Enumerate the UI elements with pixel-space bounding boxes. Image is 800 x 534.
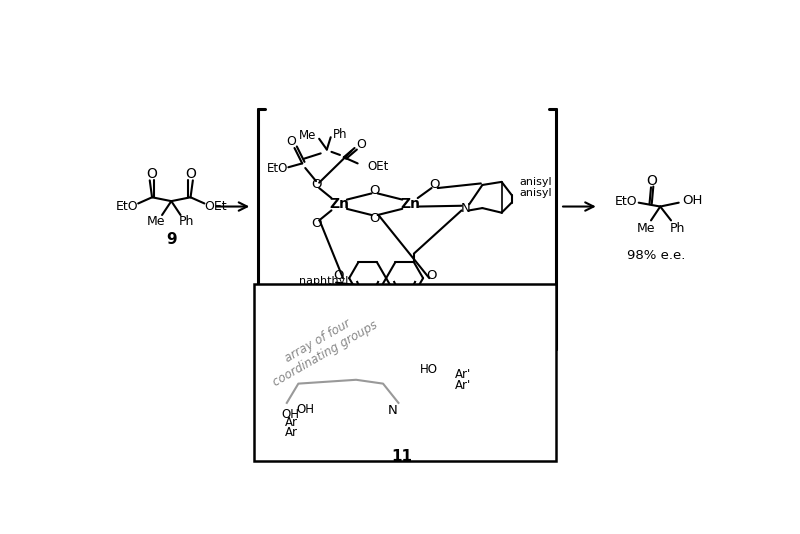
Text: Zn: Zn (400, 197, 420, 211)
Text: O: O (370, 184, 380, 197)
Text: O: O (370, 211, 380, 225)
Text: OEt: OEt (205, 200, 227, 213)
Text: Ar': Ar' (454, 379, 471, 391)
Text: OEt: OEt (367, 160, 388, 173)
Text: O: O (356, 138, 366, 151)
Text: EtO: EtO (267, 162, 288, 175)
Text: OH: OH (281, 408, 299, 421)
Text: O: O (146, 167, 158, 181)
Text: N: N (461, 201, 470, 215)
Bar (254, 284, 556, 461)
Text: Ph: Ph (333, 128, 347, 140)
Text: OH: OH (296, 403, 314, 417)
Text: array of four
coordinating groups: array of four coordinating groups (263, 305, 380, 389)
Text: 98% e.e.: 98% e.e. (627, 248, 686, 262)
Text: naphthyl: naphthyl (299, 286, 349, 296)
Text: Zn: Zn (329, 197, 349, 211)
Text: O: O (426, 269, 437, 282)
Text: O: O (430, 178, 440, 192)
Text: HO: HO (420, 363, 438, 376)
Text: O: O (286, 135, 296, 148)
Text: O: O (185, 167, 196, 181)
Text: EtO: EtO (615, 195, 638, 208)
Text: EtO: EtO (115, 200, 138, 213)
Text: O: O (311, 178, 322, 192)
Text: Ar: Ar (285, 427, 298, 439)
Text: Ph: Ph (670, 222, 685, 234)
Text: Ph: Ph (179, 215, 194, 229)
Text: Me: Me (146, 215, 165, 229)
Text: 9: 9 (166, 232, 177, 247)
Text: naphthyl: naphthyl (299, 276, 349, 286)
Text: Ar': Ar' (454, 368, 471, 381)
Text: anisyl: anisyl (519, 177, 552, 187)
Text: Me: Me (298, 129, 316, 142)
Text: Me: Me (637, 222, 656, 234)
Text: anisyl: anisyl (519, 187, 552, 198)
Text: O: O (311, 217, 322, 230)
Text: 10: 10 (384, 335, 405, 350)
Text: Ar: Ar (285, 417, 298, 429)
Text: 11: 11 (392, 449, 413, 464)
Text: O: O (646, 174, 658, 188)
Text: N: N (388, 404, 398, 417)
Text: OH: OH (682, 194, 702, 207)
Text: O: O (333, 269, 344, 282)
